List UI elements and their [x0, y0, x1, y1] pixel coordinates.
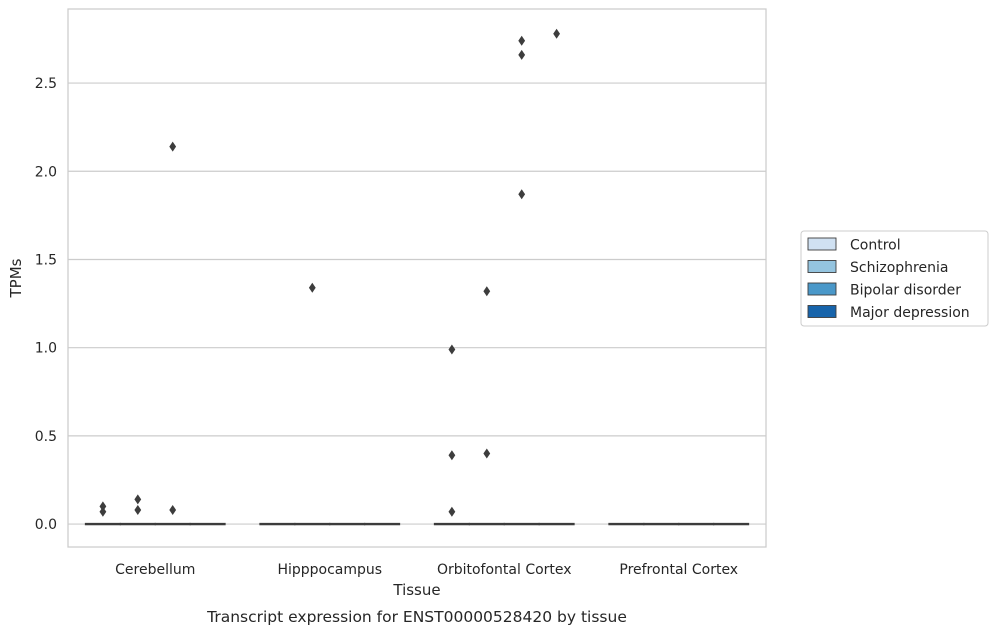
- legend-swatch: [807, 260, 837, 273]
- outlier-point: [518, 35, 526, 46]
- x-tick-label: Prefrontal Cortex: [619, 562, 738, 578]
- legend-frame: [800, 230, 989, 327]
- legend-entry-label: Control: [850, 238, 901, 254]
- x-axis-label: Tissue: [392, 581, 440, 599]
- y-axis-ticks: 0.0 0.5 1.0 1.5 2.0 2.5: [35, 76, 57, 533]
- plot-area-frame: [67, 8, 767, 548]
- y-axis-label: TPMs: [7, 258, 25, 298]
- outlier-point: [99, 506, 107, 517]
- outlier-point: [169, 504, 177, 515]
- x-tick-label: Orbitofontal Cortex: [437, 562, 572, 578]
- x-axis-ticks: Cerebellum Hipppocampus Orbitofontal Corte…: [115, 562, 738, 578]
- boxes: [84, 522, 750, 526]
- outlier-point: [518, 49, 526, 60]
- legend-swatch: [807, 237, 837, 251]
- outlier-point: [134, 494, 142, 505]
- outlier-points: [99, 28, 560, 517]
- outlier-point: [448, 450, 456, 461]
- legend-entry-label: Major depression: [850, 305, 970, 321]
- outlier-point: [553, 28, 560, 39]
- outlier-point: [448, 344, 456, 355]
- outlier-point: [518, 189, 526, 200]
- y-tick-label: 1.0: [35, 341, 57, 357]
- legend: Control Schizophrenia Bipolar disorder Majo…: [800, 230, 989, 327]
- legend-entry-label: Schizophrenia: [850, 260, 948, 276]
- outlier-point: [483, 448, 491, 459]
- outlier-point: [308, 282, 316, 293]
- outlier-point: [99, 501, 107, 512]
- x-tick-label: Cerebellum: [115, 562, 195, 578]
- legend-entry-label: Bipolar disorder: [850, 283, 961, 299]
- outlier-point: [134, 504, 142, 515]
- legend-swatch: [807, 305, 837, 318]
- y-tick-label: 1.5: [35, 252, 57, 268]
- x-tick-label: Hipppocampus: [277, 562, 382, 578]
- chart-caption: Transcript expression for ENST0000052842…: [206, 608, 627, 626]
- y-tick-label: 2.0: [35, 164, 57, 180]
- outlier-point: [448, 506, 456, 517]
- outlier-point: [483, 286, 491, 297]
- y-tick-label: 0.0: [35, 517, 57, 533]
- y-tick-label: 2.5: [35, 76, 57, 92]
- legend-swatch: [807, 282, 837, 296]
- y-tick-label: 0.5: [35, 429, 57, 445]
- outlier-point: [169, 141, 177, 152]
